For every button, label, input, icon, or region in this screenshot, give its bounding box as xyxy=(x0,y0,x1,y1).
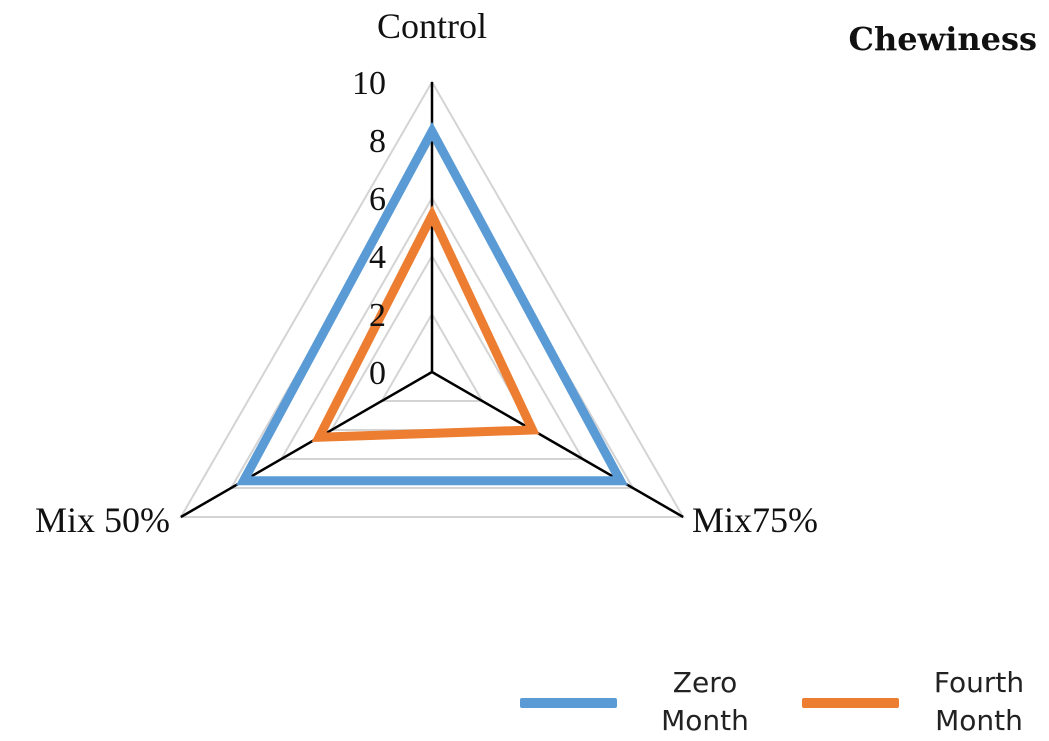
legend-swatch-zero-month xyxy=(520,698,617,708)
grid-ring-10 xyxy=(179,79,685,518)
axis-label-mix-50-: Mix 50% xyxy=(35,500,170,540)
tick-label-10: 10 xyxy=(352,65,386,102)
legend-label-line1: Fourth xyxy=(933,666,1025,699)
legend-swatch-fourth-month xyxy=(802,698,899,708)
axis-label-control: Control xyxy=(377,6,487,46)
tick-label-0: 0 xyxy=(369,355,386,392)
grid-ring-6 xyxy=(279,196,585,460)
axis-label-mix75-: Mix75% xyxy=(692,500,818,540)
series-zero-month xyxy=(236,121,628,486)
legend: Zero Month Fourth Month xyxy=(520,664,1040,741)
tick-label-8: 8 xyxy=(369,123,386,160)
legend-text-fourth-month: Fourth Month xyxy=(914,664,1044,740)
tick-label-2: 2 xyxy=(369,297,386,334)
legend-item-fourth-month: Fourth Month xyxy=(802,664,1040,741)
axis-spoke-1 xyxy=(431,370,684,519)
legend-item-zero-month: Zero Month xyxy=(520,664,780,741)
chart-title: Chewiness xyxy=(848,20,1037,58)
axis-spoke-2 xyxy=(180,370,433,519)
legend-text-zero-month: Zero Month xyxy=(640,664,770,740)
tick-label-6: 6 xyxy=(369,181,386,218)
tick-label-4: 4 xyxy=(369,239,386,276)
legend-label-line2: Month xyxy=(661,704,749,737)
legend-label-line2: Month xyxy=(935,704,1023,737)
series-fourth-month xyxy=(311,205,540,443)
grid-ring-2 xyxy=(380,311,484,402)
legend-label-line1: Zero xyxy=(672,666,738,699)
